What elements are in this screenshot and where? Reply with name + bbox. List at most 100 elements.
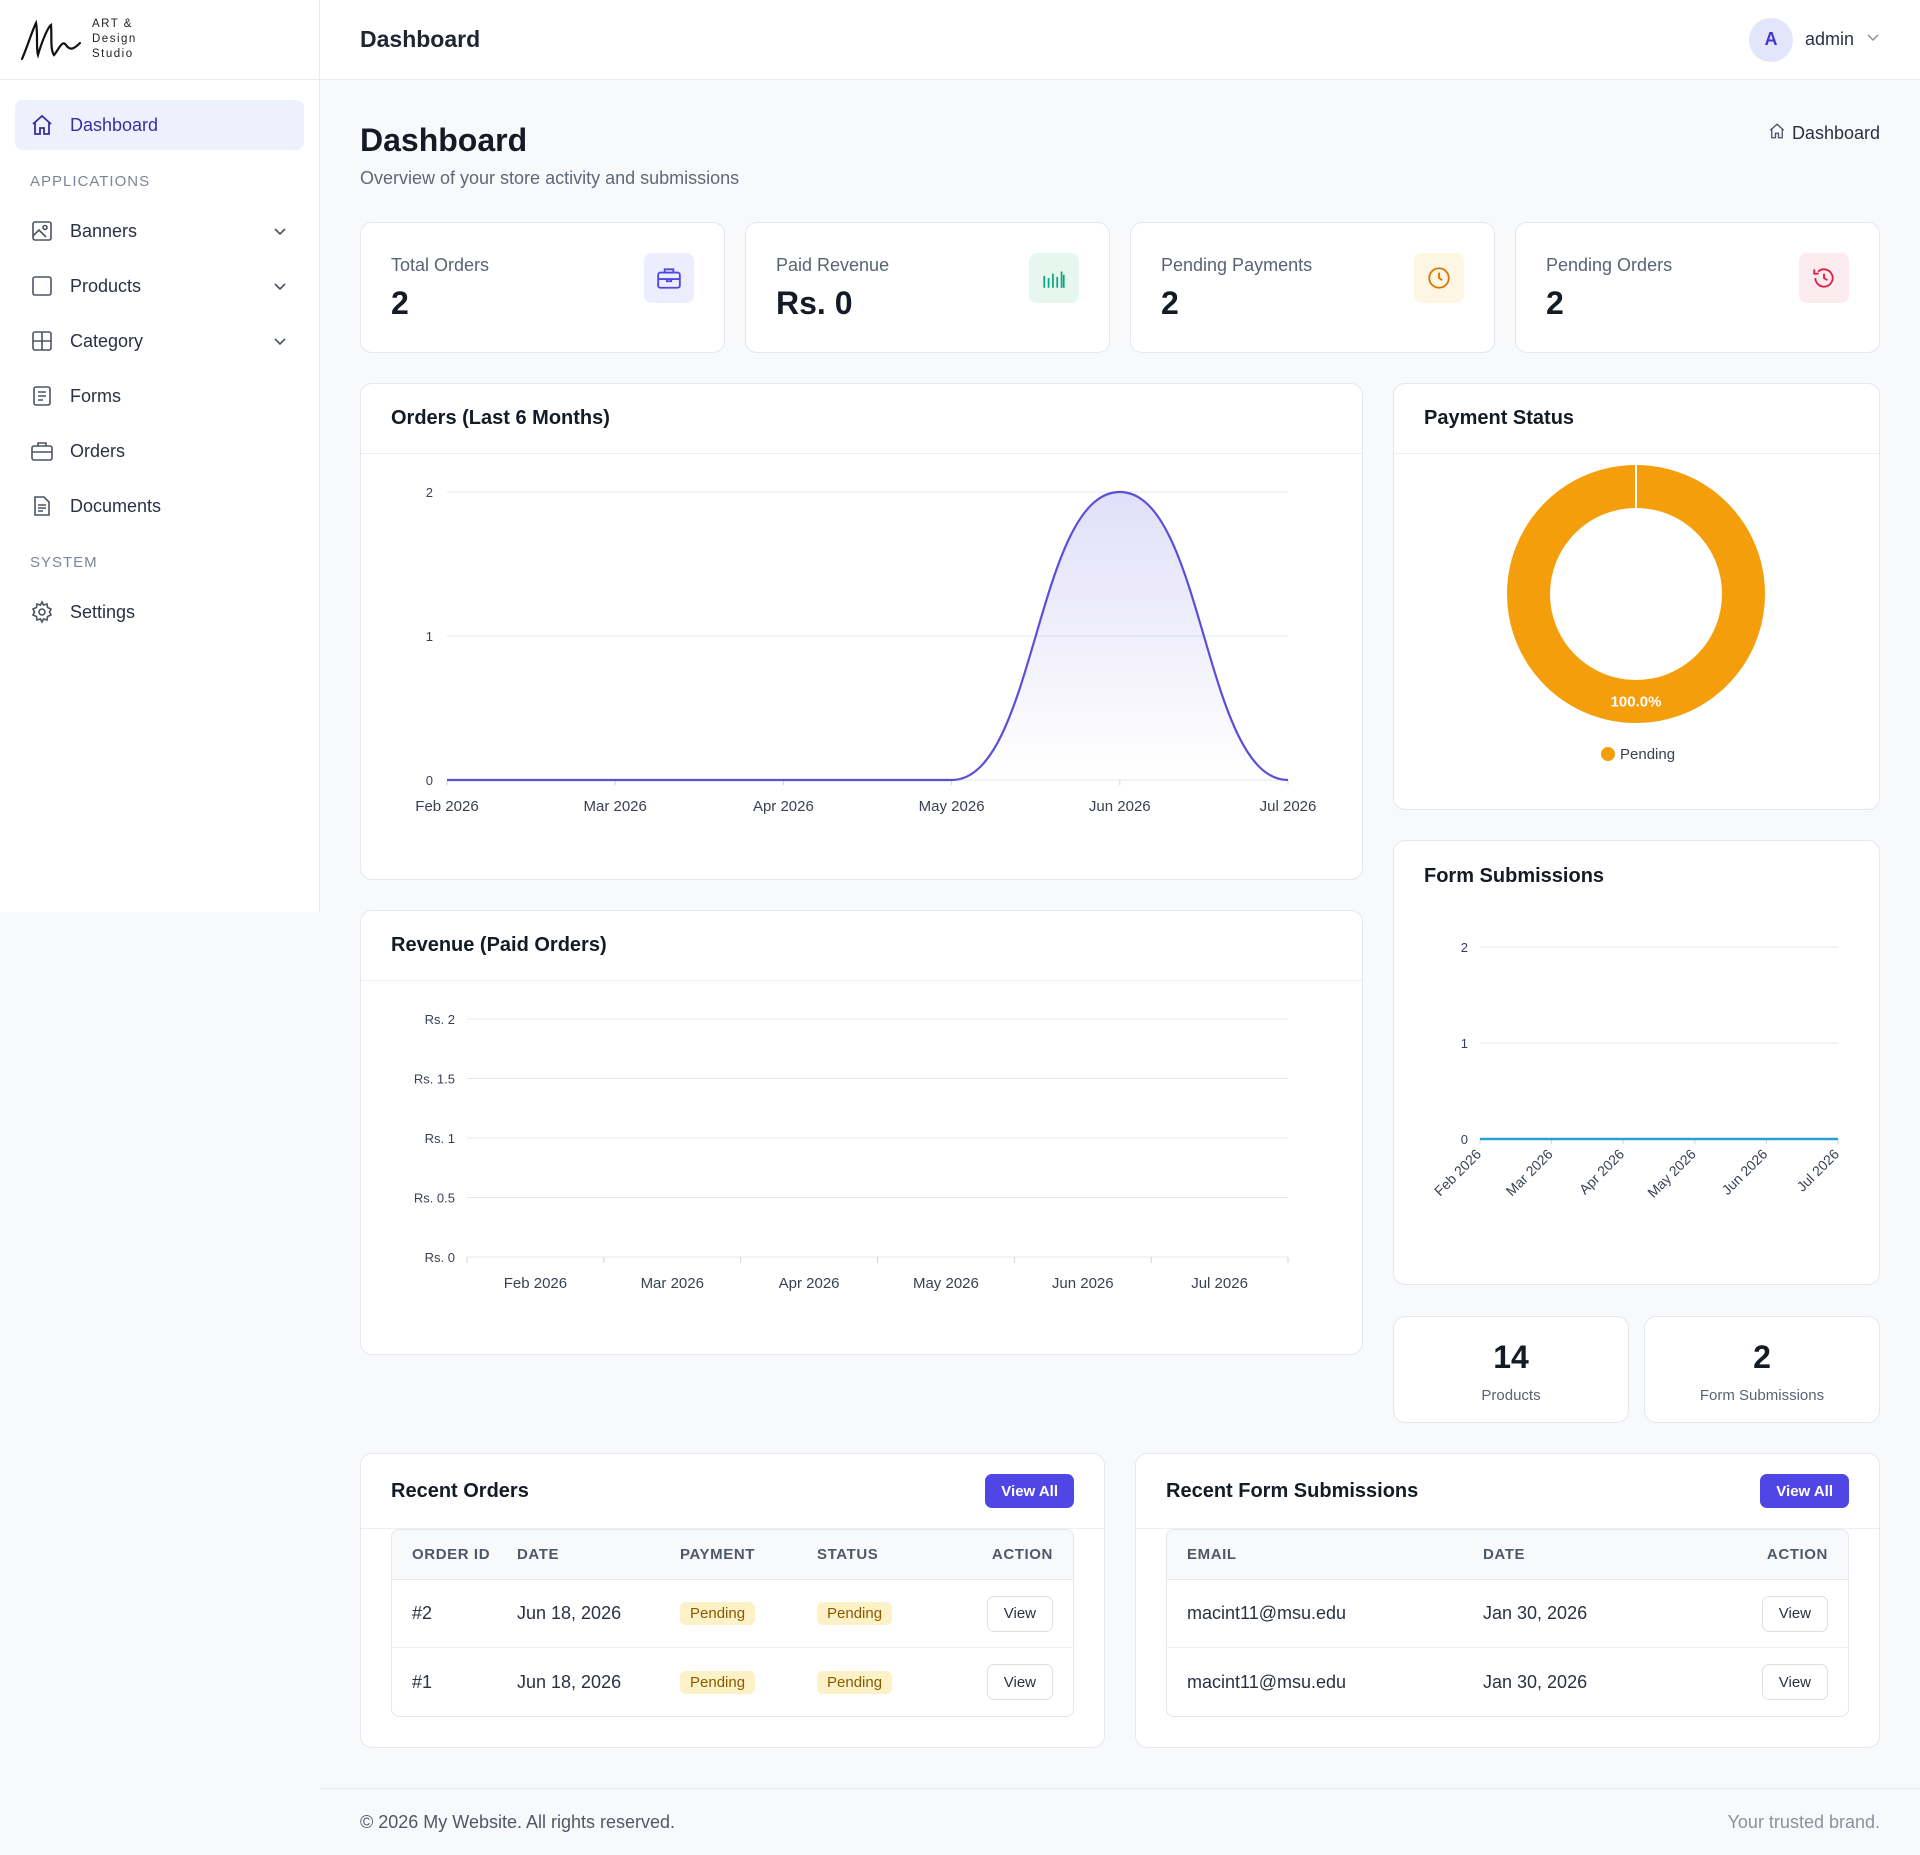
sidebar-item-label: Dashboard — [70, 114, 159, 135]
table-header: EMAIL DATE ACTION — [1167, 1530, 1848, 1580]
view-submission-button[interactable]: View — [1761, 1664, 1828, 1700]
x-tick-label: May 2026 — [919, 798, 985, 815]
history-icon — [1799, 253, 1849, 303]
action-cell: View — [1683, 1595, 1848, 1632]
col-date: DATE — [517, 1546, 560, 1563]
form-submissions-chart: 0 1 2 Feb 2026 Mar 2026 Apr 2026 May 2026 Jun 2… — [1431, 940, 1842, 1201]
payment-cell: Pending — [680, 1602, 817, 1625]
sidebar-item-label: Orders — [70, 440, 126, 461]
col-action: ACTION — [1766, 1546, 1828, 1563]
y-tick-label: 1 — [426, 629, 433, 644]
sidebar-item-label: Settings — [70, 601, 136, 622]
footer-copyright: © 2026 My Website. All rights reserved. — [360, 1811, 676, 1832]
sidebar-item-label: Category — [70, 330, 144, 351]
logo-line-1: ART & — [92, 18, 133, 30]
view-submission-button[interactable]: View — [1761, 1595, 1828, 1632]
status-cell: Pending — [817, 1670, 947, 1694]
view-order-button[interactable]: View — [986, 1664, 1053, 1700]
breadcrumb[interactable]: Dashboard — [1768, 122, 1880, 145]
chevron-down-icon — [1866, 30, 1880, 49]
recent-orders-card: Recent Orders View All ORDER ID DATE PAY… — [360, 1453, 1105, 1748]
stat-value: 2 — [1161, 285, 1179, 321]
col-date: DATE — [1483, 1546, 1526, 1563]
stat-value: 2 — [1546, 285, 1564, 321]
sidebar-item-products[interactable]: Products — [15, 261, 304, 311]
user-menu[interactable]: A admin — [1748, 17, 1880, 62]
card-title: Recent Form Submissions — [1166, 1479, 1419, 1502]
x-tick-label: Apr 2026 — [753, 798, 814, 815]
y-tick-label: Rs. 0.5 — [414, 1191, 455, 1206]
sidebar-item-forms[interactable]: Forms — [15, 371, 304, 421]
action-cell: View — [947, 1664, 1073, 1700]
submission-email: macint11@msu.edu — [1187, 1671, 1347, 1692]
grid-icon — [30, 329, 54, 353]
form-icon — [30, 384, 54, 408]
legend-label: Pending — [1620, 746, 1675, 763]
card-header: Orders (Last 6 Months) — [361, 384, 1362, 454]
mini-label: Products — [1481, 1387, 1541, 1404]
stat-label: Total Orders — [391, 255, 490, 275]
submission-date: Jan 30, 2026 — [1483, 1603, 1588, 1623]
forms-table: EMAIL DATE ACTION macint11@msu.edu Jan 3… — [1166, 1529, 1849, 1717]
x-tick-label: Apr 2026 — [1576, 1146, 1628, 1198]
avatar: A — [1748, 17, 1793, 62]
view-all-forms-button[interactable]: View All — [1760, 1474, 1849, 1508]
sidebar-item-documents[interactable]: Documents — [15, 481, 304, 531]
action-cell: View — [947, 1595, 1073, 1632]
y-tick-label: 0 — [1461, 1132, 1468, 1147]
stat-card-total-orders: Total Orders 2 — [360, 222, 725, 353]
action-cell: View — [1683, 1664, 1848, 1700]
chevron-down-icon — [273, 333, 289, 349]
x-tick-label: Jun 2026 — [1089, 798, 1151, 815]
sidebar-item-label: Forms — [70, 385, 121, 406]
card-title: Form Submissions — [1424, 864, 1605, 887]
logo[interactable]: ART & Design Studio — [0, 0, 319, 80]
status-badge: Pending — [817, 1602, 893, 1625]
series-area — [447, 492, 1288, 780]
chevron-down-icon — [273, 223, 289, 239]
home-icon — [30, 113, 54, 137]
series-line — [446, 490, 1289, 782]
order-id: #1 — [412, 1671, 433, 1692]
stat-card-pending-payments: Pending Payments 2 — [1130, 222, 1495, 353]
x-tick-label: Apr 2026 — [779, 1275, 840, 1292]
submission-email: macint11@msu.edu — [1187, 1603, 1347, 1623]
orders-table: ORDER ID DATE PAYMENT STATUS ACTION #2 J… — [391, 1529, 1074, 1717]
sidebar-nav: Dashboard APPLICATIONS Banners Products … — [0, 80, 319, 662]
card-header: Revenue (Paid Orders) — [361, 911, 1362, 981]
card-title: Orders (Last 6 Months) — [391, 407, 610, 429]
sidebar: ART & Design Studio Dashboard APPLICATIO… — [0, 0, 320, 912]
pie-slice — [1507, 465, 1765, 723]
x-tick-label: Feb 2026 — [415, 798, 478, 815]
table-row: #2 Jun 18, 2026 Pending Pending View — [392, 1580, 1073, 1648]
square-icon — [30, 274, 54, 298]
gear-icon — [30, 600, 54, 624]
breadcrumb-label: Dashboard — [1791, 123, 1880, 143]
stat-card-pending-orders: Pending Orders 2 — [1515, 222, 1880, 353]
stat-label: Pending Payments — [1161, 255, 1313, 275]
table-row: macint11@msu.edu Jan 30, 2026 View — [1167, 1580, 1848, 1648]
view-order-button[interactable]: View — [986, 1595, 1053, 1632]
logo-line-2: Design — [92, 33, 137, 45]
col-status: STATUS — [817, 1546, 879, 1563]
sidebar-item-settings[interactable]: Settings — [15, 587, 304, 637]
col-email: EMAIL — [1187, 1546, 1237, 1563]
stat-value: Rs. 0 — [776, 285, 853, 321]
view-all-orders-button[interactable]: View All — [985, 1474, 1074, 1508]
payment-donut-chart: 100.0% Pending — [1507, 465, 1765, 763]
mini-label: Form Submissions — [1699, 1387, 1825, 1404]
sidebar-item-dashboard[interactable]: Dashboard — [15, 100, 304, 150]
mini-value: 14 — [1493, 1339, 1529, 1375]
col-order-id: ORDER ID — [412, 1546, 491, 1563]
table-row: #1 Jun 18, 2026 Pending Pending View — [392, 1648, 1073, 1716]
y-tick-label: 0 — [426, 773, 433, 788]
sidebar-item-category[interactable]: Category — [15, 316, 304, 366]
sidebar-item-orders[interactable]: Orders — [15, 426, 304, 476]
clock-icon — [1414, 253, 1464, 303]
payment-badge: Pending — [680, 1602, 756, 1625]
sidebar-item-banners[interactable]: Banners — [15, 206, 304, 256]
x-tick-label: Jul 2026 — [1191, 1275, 1248, 1292]
topbar: Dashboard A admin — [320, 0, 1920, 80]
col-payment: PAYMENT — [680, 1546, 756, 1563]
